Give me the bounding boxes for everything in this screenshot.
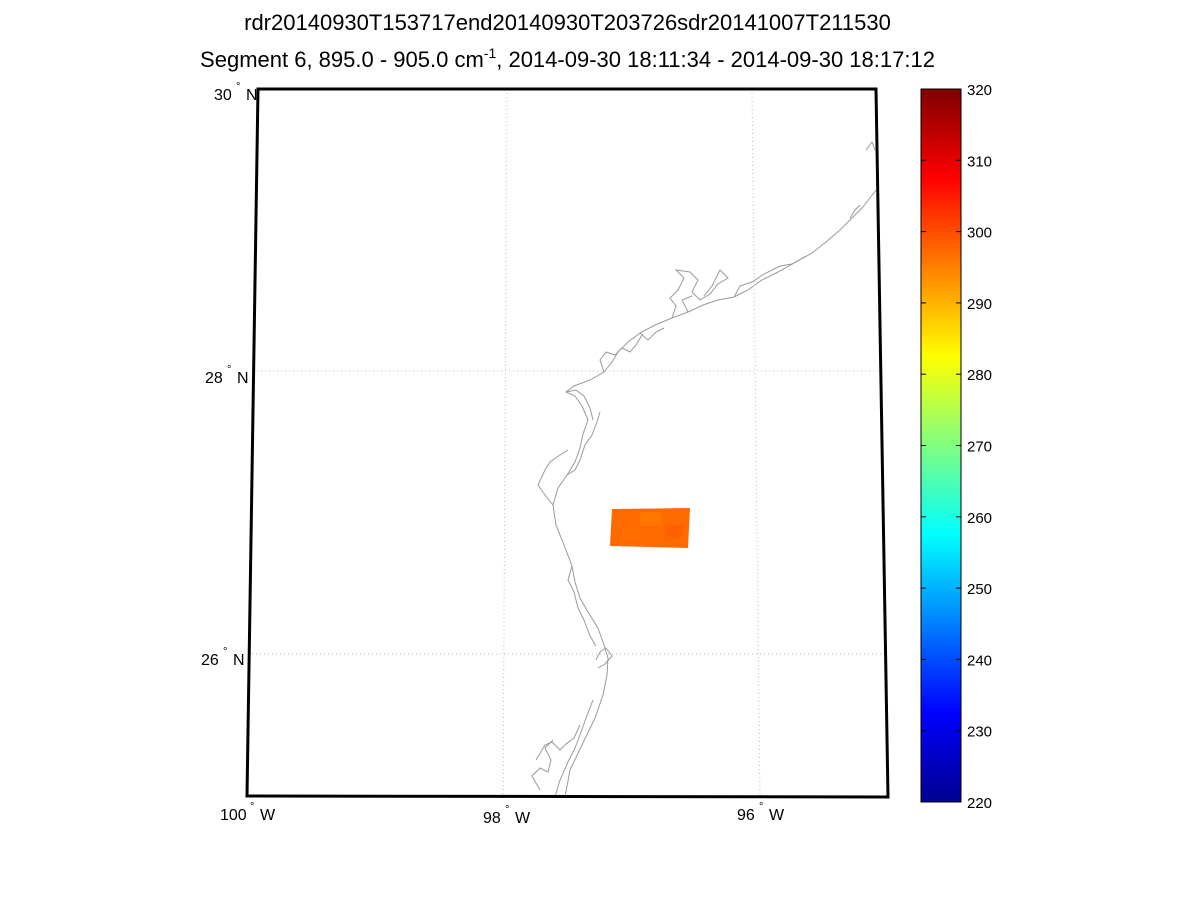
subtitle-suffix: , 2014-09-30 18:11:34 - 2014-09-30 18:17… [496, 47, 935, 72]
lon-label-100-deg: ° [250, 801, 254, 813]
lon-label-98-deg: ° [505, 804, 509, 816]
colorbar-tick-label: 230 [967, 724, 992, 741]
lon-label-96-value: 96 [737, 807, 755, 824]
longitude-labels: 100 ° W 98 ° W 96 ° W [220, 801, 785, 827]
colorbar-tick-label: 220 [967, 795, 992, 812]
laguna-madre [531, 647, 613, 791]
galveston-bay [669, 269, 729, 319]
colorbar-tick-label: 300 [967, 225, 992, 242]
colorbar: 220 230 240 250 260 270 280 290 300 310 320 [920, 82, 992, 812]
inner-shoreline [535, 699, 594, 798]
lat-label-26-deg: ° [223, 646, 227, 658]
sabine-coast [733, 140, 876, 298]
swath-texture [620, 530, 640, 540]
colorbar-tick-label: 250 [967, 581, 992, 598]
lon-label-96-deg: ° [759, 801, 763, 813]
lat-label-28-value: 28 [205, 370, 223, 387]
lat-label-30-value: 30 [214, 87, 232, 104]
subtitle-prefix: Segment 6, 895.0 - 905.0 cm [200, 47, 484, 72]
colorbar-tick-label: 270 [967, 439, 992, 456]
colorbar-gradient [921, 89, 961, 802]
meridian-98w [502, 88, 508, 801]
lat-label-26-hemi: N [233, 652, 245, 669]
lower-laguna [567, 565, 597, 647]
map-title: rdr20140930T153717end20140930T203726sdr2… [244, 10, 891, 35]
lon-label-100-hemi: W [260, 807, 276, 824]
matagorda-bay [599, 327, 665, 373]
colorbar-tick-label: 320 [967, 82, 992, 99]
colorbar-tick-label: 260 [967, 510, 992, 527]
latitude-labels: 30 ° N 28 ° N 26 ° N [201, 81, 258, 669]
lon-label-96-hemi: W [769, 807, 785, 824]
graticule [252, 88, 883, 801]
map-frame [245, 87, 890, 799]
map-subtitle: Segment 6, 895.0 - 905.0 cm-1, 2014-09-3… [0, 45, 1135, 73]
colorbar-ticks: 220 230 240 250 260 270 280 290 300 310 320 [921, 82, 992, 812]
corpus-christi-bay [537, 389, 601, 506]
radiance-swath [610, 508, 690, 548]
lon-label-100-value: 100 [220, 807, 247, 824]
lon-label-98-hemi: W [515, 810, 531, 827]
lat-label-30-deg: ° [236, 81, 240, 93]
subtitle-unit-exponent: -1 [483, 45, 497, 61]
lat-label-28-hemi: N [237, 370, 249, 387]
coastline [531, 140, 877, 798]
lat-label-28-deg: ° [227, 364, 231, 376]
colorbar-tick-label: 240 [967, 652, 992, 669]
lat-label-26-value: 26 [201, 652, 219, 669]
meridian-96w [751, 88, 761, 801]
swath-texture [640, 512, 662, 526]
swath-texture [665, 525, 683, 537]
lon-label-98-value: 98 [483, 810, 501, 827]
colorbar-tick-label: 280 [967, 367, 992, 384]
colorbar-tick-label: 290 [967, 296, 992, 313]
lat-label-30-hemi: N [246, 87, 258, 104]
colorbar-tick-label: 310 [967, 153, 992, 170]
